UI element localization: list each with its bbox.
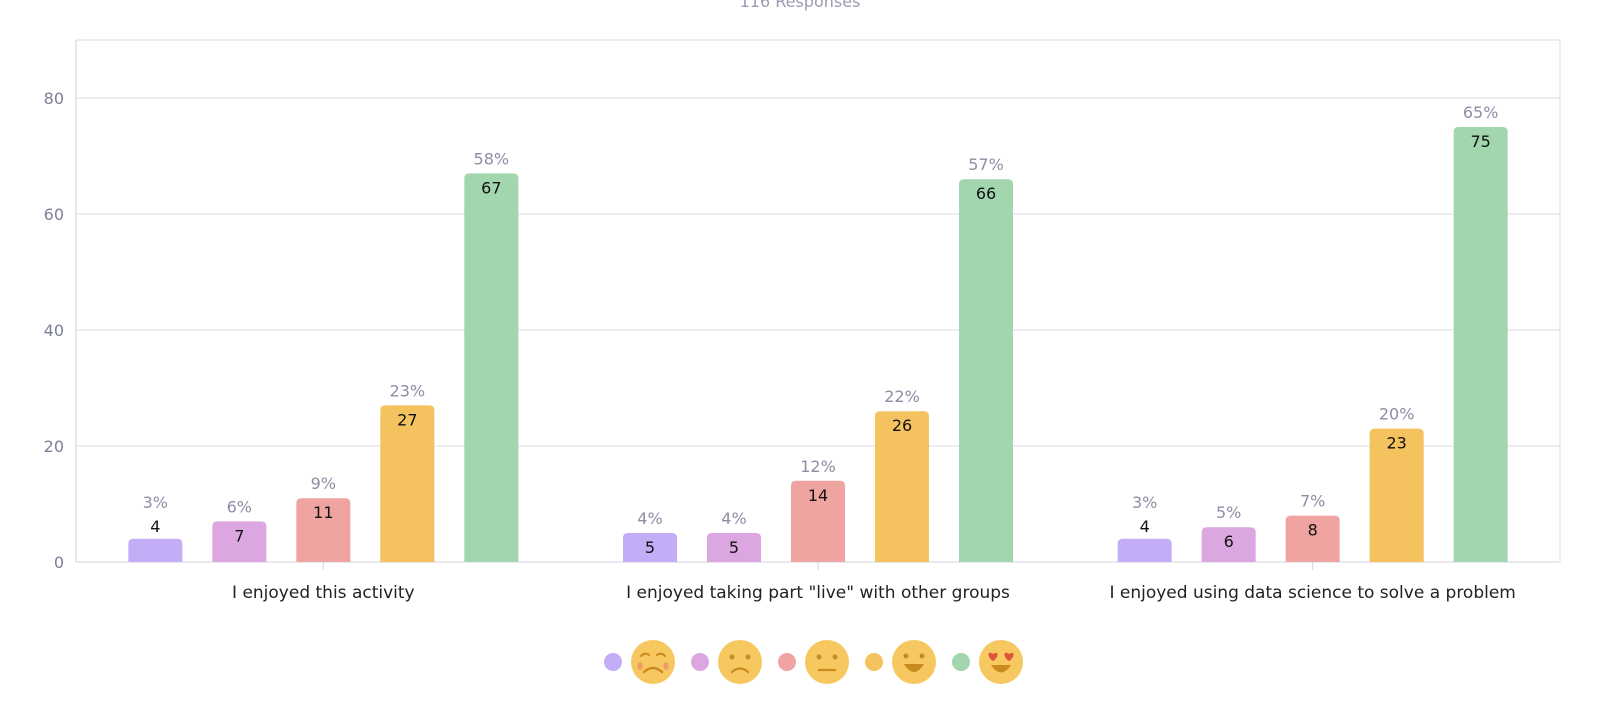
y-tick-label: 60 [44,205,64,224]
bar-value-label: 5 [645,538,655,557]
bar-percent-label: 65% [1463,103,1499,122]
bar[interactable] [959,179,1013,562]
face-mouth [991,665,1011,673]
face-background [805,640,849,684]
bar[interactable] [296,498,351,562]
bar-percent-label: 23% [390,381,426,400]
bar-percent-label: 5% [1216,503,1241,522]
face-eye [919,653,925,659]
face-eye [640,652,650,657]
bar-percent-label: 9% [311,474,336,493]
bar[interactable] [464,173,519,562]
bar[interactable] [212,521,267,562]
bar-percent-label: 22% [884,387,920,406]
bar-percent-label: 4% [637,509,662,528]
bar[interactable] [1369,428,1424,562]
face-eye [729,654,735,660]
category-label: I enjoyed taking part "live" with other … [626,583,1010,603]
bar-value-label: 7 [234,526,244,545]
legend-swatch [778,653,796,671]
bar-percent-label: 57% [968,155,1004,174]
bar-value-label: 8 [1308,521,1318,540]
bar-percent-label: 12% [800,457,836,476]
face-eye [656,652,666,657]
bar-value-label: 26 [892,416,912,435]
legend-item[interactable] [691,640,762,684]
bar[interactable] [875,411,929,562]
bar-value-label: 27 [397,410,417,429]
face-heart-eye [988,652,998,661]
face-background [631,640,675,684]
y-tick-label: 0 [54,553,64,572]
bar[interactable] [707,533,761,562]
bar-value-label: 11 [313,503,333,522]
bar-value-label: 5 [729,538,739,557]
legend-swatch [865,653,883,671]
bar-percent-label: 58% [474,149,510,168]
face-eye [816,654,822,660]
bar-value-label: 67 [481,178,501,197]
face-background [892,640,936,684]
bar-value-label: 66 [976,184,996,203]
y-tick-label: 20 [44,437,64,456]
bar[interactable] [128,538,183,562]
legend-item[interactable] [604,640,675,684]
bar-value-label: 14 [808,486,828,505]
face-heart-eye [1004,652,1014,661]
bar-percent-label: 3% [1132,493,1157,512]
sad-face-icon [718,640,762,684]
legend-item[interactable] [865,640,936,684]
face-tear [637,662,643,670]
neutral-face-icon [805,640,849,684]
happy-face-icon [892,640,936,684]
face-eye [745,654,751,660]
bar-percent-label: 7% [1300,492,1325,511]
y-tick-label: 80 [44,89,64,108]
bar[interactable] [380,405,435,562]
bar[interactable] [1285,515,1340,562]
bar[interactable] [1453,127,1508,562]
face-eye [832,654,838,660]
bar-value-label: 75 [1470,132,1490,151]
bar[interactable] [1117,538,1172,562]
category-label: I enjoyed using data science to solve a … [1109,583,1515,603]
y-tick-label: 40 [44,321,64,340]
bar-value-label: 6 [1224,532,1234,551]
bar-percent-label: 3% [143,493,168,512]
bar-percent-label: 20% [1379,405,1415,424]
heart-eyes-face-icon [979,640,1023,684]
face-mouth [730,667,750,674]
bar-percent-label: 4% [721,509,746,528]
face-eye [903,653,909,659]
face-mouth [642,666,664,674]
bar-value-label: 4 [150,517,160,536]
face-tear [663,662,669,670]
very-sad-face-icon [631,640,675,684]
face-background [979,640,1023,684]
legend-swatch [604,653,622,671]
chart-subtitle: 116 Responses [739,0,861,11]
legend-swatch [952,653,970,671]
bar-percent-label: 6% [227,497,252,516]
bar[interactable] [623,533,677,562]
bar[interactable] [791,480,845,562]
bar-value-label: 4 [1140,517,1150,536]
face-background [718,640,762,684]
legend-item[interactable] [778,640,849,684]
legend-item[interactable] [952,640,1023,684]
legend-swatch [691,653,709,671]
bar[interactable] [1201,527,1256,562]
bar-value-label: 23 [1386,434,1406,453]
category-label: I enjoyed this activity [232,583,415,603]
face-mouth [904,664,924,672]
